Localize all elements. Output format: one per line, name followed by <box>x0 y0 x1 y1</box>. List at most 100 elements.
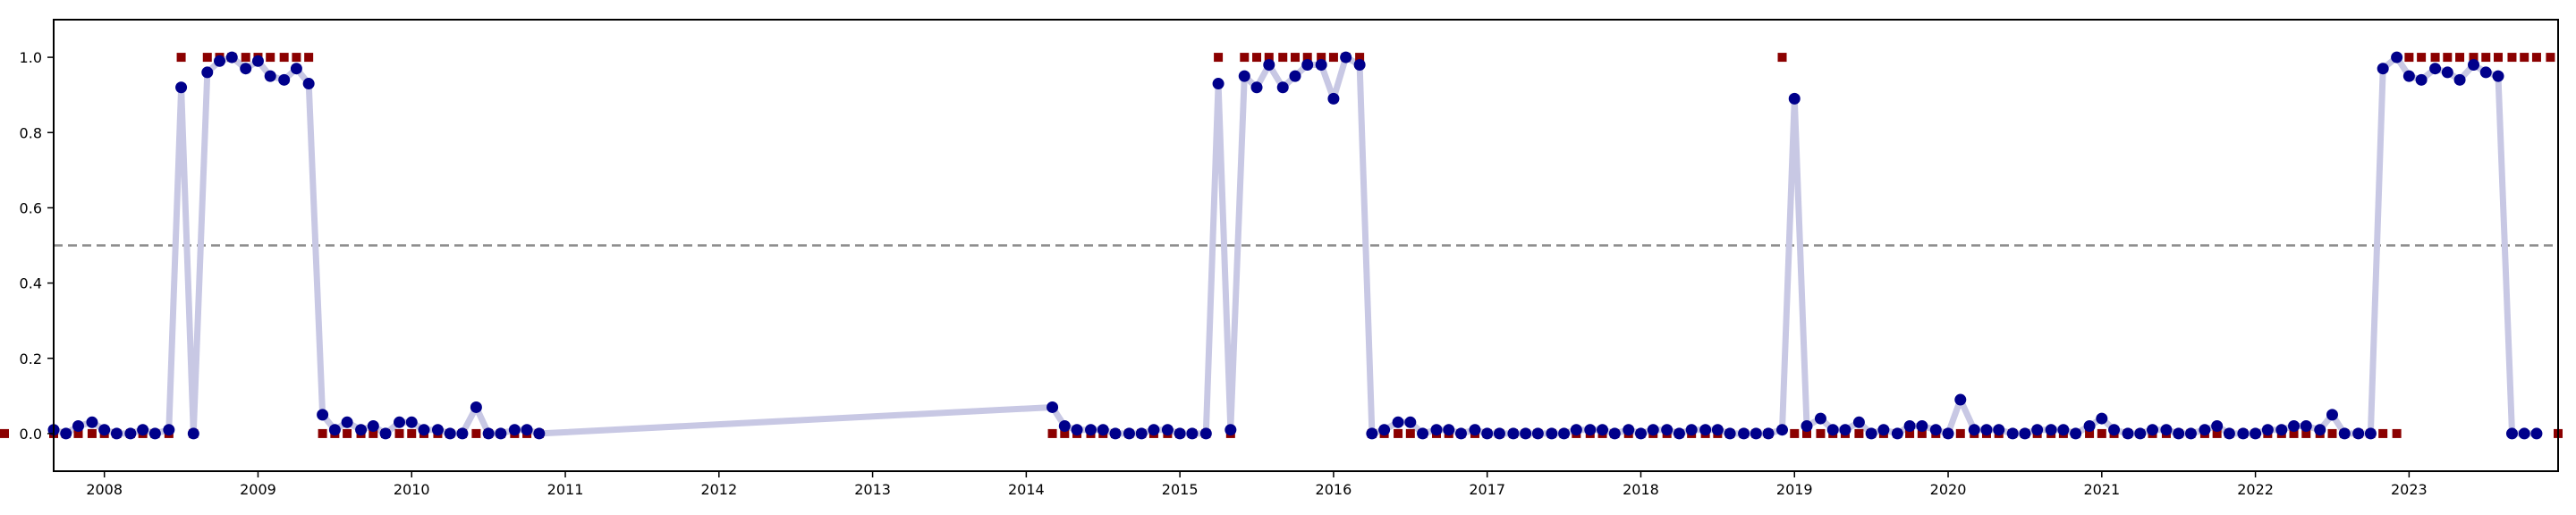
probability-point <box>2338 427 2351 440</box>
probability-point <box>367 420 379 432</box>
probability-point <box>1417 427 1429 440</box>
probability-point <box>2300 420 2312 432</box>
probability-point <box>444 427 456 440</box>
probability-point <box>1327 92 1340 105</box>
label-marker <box>407 428 417 438</box>
x-tick-label: 2018 <box>1623 481 1659 498</box>
probability-point <box>2492 70 2504 82</box>
probability-point <box>201 66 214 79</box>
probability-point <box>1430 424 1443 436</box>
probability-point <box>1942 427 1954 440</box>
y-tick-label: 0.2 <box>20 350 42 367</box>
probability-point <box>2006 427 2019 440</box>
probability-point <box>328 424 341 436</box>
probability-point <box>2288 420 2301 432</box>
label-marker <box>279 53 289 63</box>
y-tick-label: 0.8 <box>20 124 42 141</box>
probability-point <box>1392 416 1404 428</box>
probability-point <box>2237 427 2250 440</box>
probability-point <box>2096 412 2108 425</box>
probability-point <box>110 427 123 440</box>
probability-point <box>2429 63 2442 75</box>
probability-point <box>1929 424 1942 436</box>
probability-point <box>1263 59 1275 71</box>
label-marker <box>2085 428 2095 438</box>
probability-point <box>1289 70 1301 82</box>
probability-point <box>72 420 84 432</box>
probability-point <box>1469 424 1481 436</box>
probability-point <box>2402 70 2415 82</box>
x-tick-label: 2013 <box>854 481 891 498</box>
probability-point <box>1980 424 1993 436</box>
label-marker <box>2494 53 2504 63</box>
probability-point <box>137 424 149 436</box>
probability-point <box>1046 401 1059 413</box>
probability-markers-layer <box>47 51 2543 440</box>
probability-point <box>2045 424 2057 436</box>
probability-point <box>2184 427 2197 440</box>
probability-point <box>1738 427 1750 440</box>
probability-point <box>1788 92 1801 105</box>
probability-point <box>2211 420 2224 432</box>
probability-point <box>2364 427 2377 440</box>
label-marker <box>1317 53 1326 63</box>
probability-point <box>148 427 161 440</box>
probability-point <box>1852 416 1865 428</box>
probability-point <box>214 55 226 67</box>
probability-point <box>163 424 175 436</box>
label-marker <box>2378 428 2388 438</box>
x-tick-label: 2021 <box>2083 481 2120 498</box>
label-marker <box>1790 428 1800 438</box>
probability-point <box>2377 63 2389 75</box>
probability-point <box>2108 424 2121 436</box>
probability-point <box>1954 393 1967 406</box>
label-marker <box>202 53 212 63</box>
probability-point <box>1762 427 1775 440</box>
label-marker <box>2404 53 2414 63</box>
x-tick-label: 2012 <box>700 481 737 498</box>
probability-point <box>1661 424 1674 436</box>
x-tick-label: 2014 <box>1008 481 1045 498</box>
x-tick-label: 2017 <box>1469 481 1505 498</box>
label-marker <box>266 53 275 63</box>
label-marker <box>2507 53 2517 63</box>
label-marker <box>2469 53 2479 63</box>
probability-point <box>1877 424 1890 436</box>
probability-point <box>1199 427 1212 440</box>
probability-point <box>264 70 276 82</box>
label-marker <box>1264 53 1274 63</box>
probability-point <box>1148 424 1160 436</box>
probability-point <box>317 409 329 421</box>
probability-point <box>470 401 482 413</box>
probability-point <box>1301 59 1314 71</box>
probability-point <box>1315 59 1327 71</box>
probability-point <box>2314 424 2326 436</box>
probability-point <box>225 51 238 63</box>
probability-point <box>533 427 546 440</box>
label-marker <box>1816 428 1826 438</box>
probability-point <box>1250 81 1263 94</box>
probability-point <box>405 416 418 428</box>
probability-point <box>456 427 469 440</box>
label-marker <box>2443 53 2453 63</box>
probability-point <box>2199 424 2211 436</box>
label-marker <box>2520 53 2529 63</box>
probability-point <box>1097 424 1109 436</box>
probability-point <box>1340 51 1352 63</box>
probability-point <box>1570 424 1582 436</box>
probability-point <box>1378 424 1391 436</box>
label-marker <box>343 428 352 438</box>
x-tick-label: 2016 <box>1316 481 1352 498</box>
probability-point <box>2147 424 2159 436</box>
label-marker <box>2289 428 2299 438</box>
probability-point <box>1776 424 1789 436</box>
probability-point <box>1623 424 1635 436</box>
x-tick-label: 2015 <box>1162 481 1199 498</box>
label-marker <box>1777 53 1787 63</box>
x-tick-label: 2010 <box>394 481 430 498</box>
probability-point <box>251 55 264 67</box>
label-marker <box>1328 53 1338 63</box>
probability-point <box>98 424 111 436</box>
label-marker <box>2546 53 2555 63</box>
